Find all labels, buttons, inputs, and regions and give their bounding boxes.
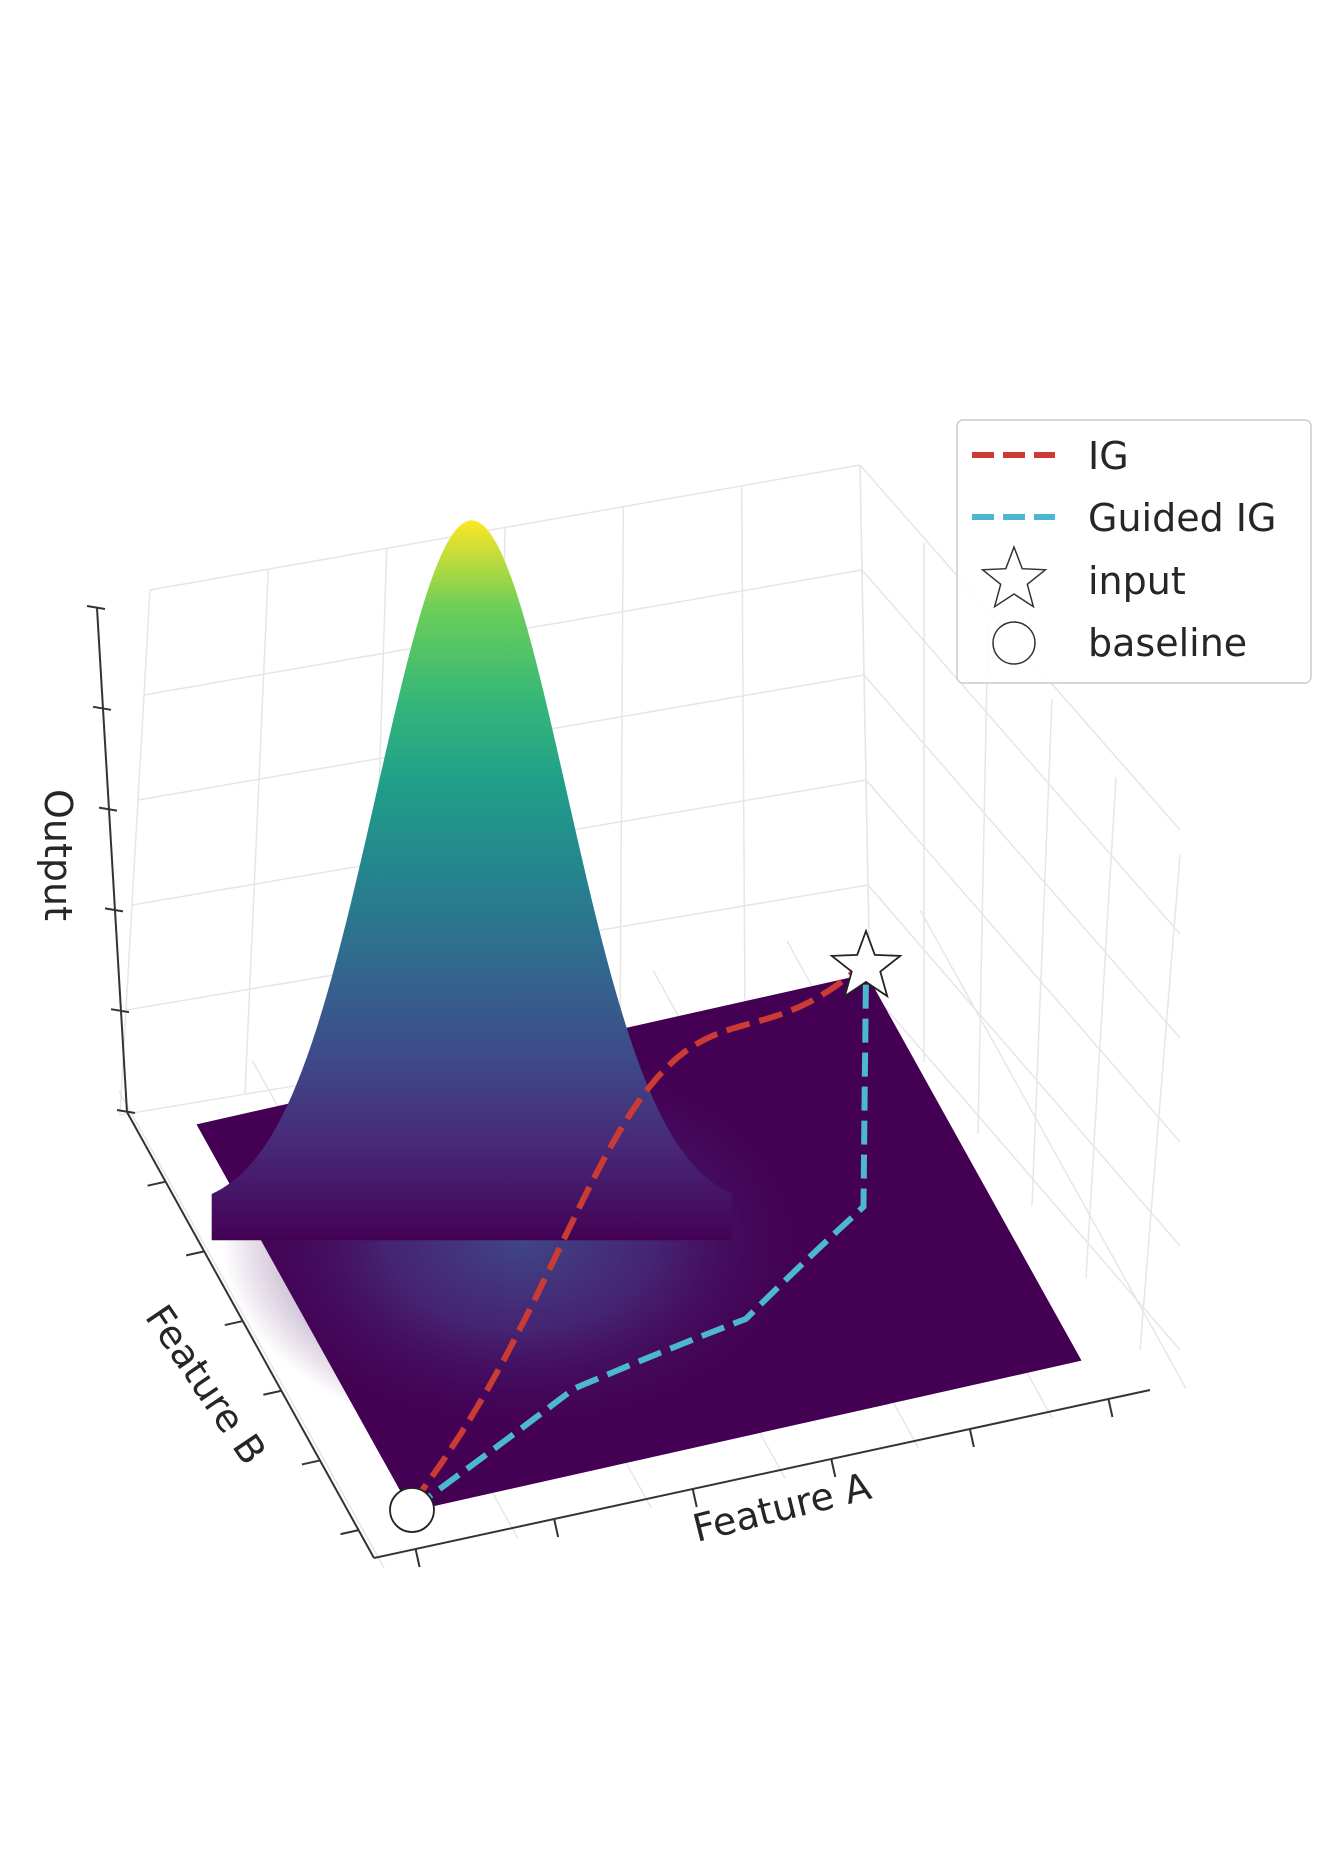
grid-line bbox=[119, 589, 151, 1116]
grid-line bbox=[859, 464, 871, 991]
legend-marker-input bbox=[980, 544, 1048, 609]
x-axis-tick bbox=[830, 1458, 837, 1478]
grid-line bbox=[977, 620, 989, 1135]
surface-plot bbox=[196, 520, 1082, 1512]
grid-line bbox=[118, 1090, 385, 1569]
grid-line bbox=[1085, 776, 1117, 1279]
grid-line bbox=[869, 989, 1181, 1351]
legend: IG Guided IG input baseline bbox=[956, 419, 1312, 684]
grid-line bbox=[867, 884, 1181, 1247]
z-axis-tick bbox=[110, 1008, 130, 1014]
marker-input-star bbox=[829, 928, 903, 999]
grid-line bbox=[919, 910, 1187, 1389]
legend-frame bbox=[956, 419, 1312, 684]
grid-line bbox=[861, 569, 1181, 935]
grid-line bbox=[1139, 854, 1181, 1351]
x-axis-tick bbox=[414, 1548, 421, 1568]
series-ig-path bbox=[409, 959, 868, 1506]
legend-marker-baseline bbox=[992, 621, 1036, 665]
legend-label-ig: IG bbox=[1088, 434, 1129, 478]
y-axis-line bbox=[126, 1111, 375, 1559]
axes-lines bbox=[86, 605, 1151, 1568]
z-axis-tick bbox=[116, 1109, 136, 1114]
y-axis-tick bbox=[340, 1529, 359, 1536]
series-guided-ig-path bbox=[410, 972, 869, 1512]
z-axis-tick bbox=[92, 705, 112, 711]
z-axis-tick bbox=[104, 907, 124, 913]
z-axis-label: Output bbox=[36, 789, 80, 921]
x-axis-tick bbox=[691, 1488, 698, 1508]
grid-line bbox=[1031, 698, 1053, 1207]
grid-line bbox=[619, 506, 625, 1032]
series-layer bbox=[389, 928, 903, 1533]
surface-bump bbox=[211, 520, 732, 1241]
y-axis-tick bbox=[301, 1459, 321, 1466]
x-axis-tick bbox=[968, 1428, 975, 1448]
z-axis-tick bbox=[98, 806, 118, 812]
z-axis-tick bbox=[86, 605, 106, 610]
legend-label-baseline: baseline bbox=[1088, 621, 1247, 665]
x-axis-tick bbox=[553, 1518, 560, 1538]
x-axis-tick bbox=[1107, 1398, 1114, 1418]
legend-label-input: input bbox=[1088, 559, 1186, 603]
y-axis-tick bbox=[263, 1389, 282, 1396]
y-axis-tick bbox=[185, 1250, 205, 1257]
grid-line bbox=[740, 485, 746, 1011]
legend-label-guided-ig: Guided IG bbox=[1088, 496, 1276, 540]
marker-baseline-circle bbox=[389, 1487, 435, 1533]
grid-line bbox=[865, 779, 1181, 1143]
y-axis-tick bbox=[224, 1320, 243, 1327]
grid-line bbox=[863, 674, 1181, 1039]
x-axis-line bbox=[373, 1389, 1151, 1559]
x-axis-label: Feature A bbox=[688, 1464, 875, 1551]
grid-line bbox=[149, 464, 861, 591]
grid-line bbox=[244, 569, 270, 1095]
y-axis-tick bbox=[147, 1180, 166, 1187]
z-axis-line bbox=[96, 607, 128, 1113]
